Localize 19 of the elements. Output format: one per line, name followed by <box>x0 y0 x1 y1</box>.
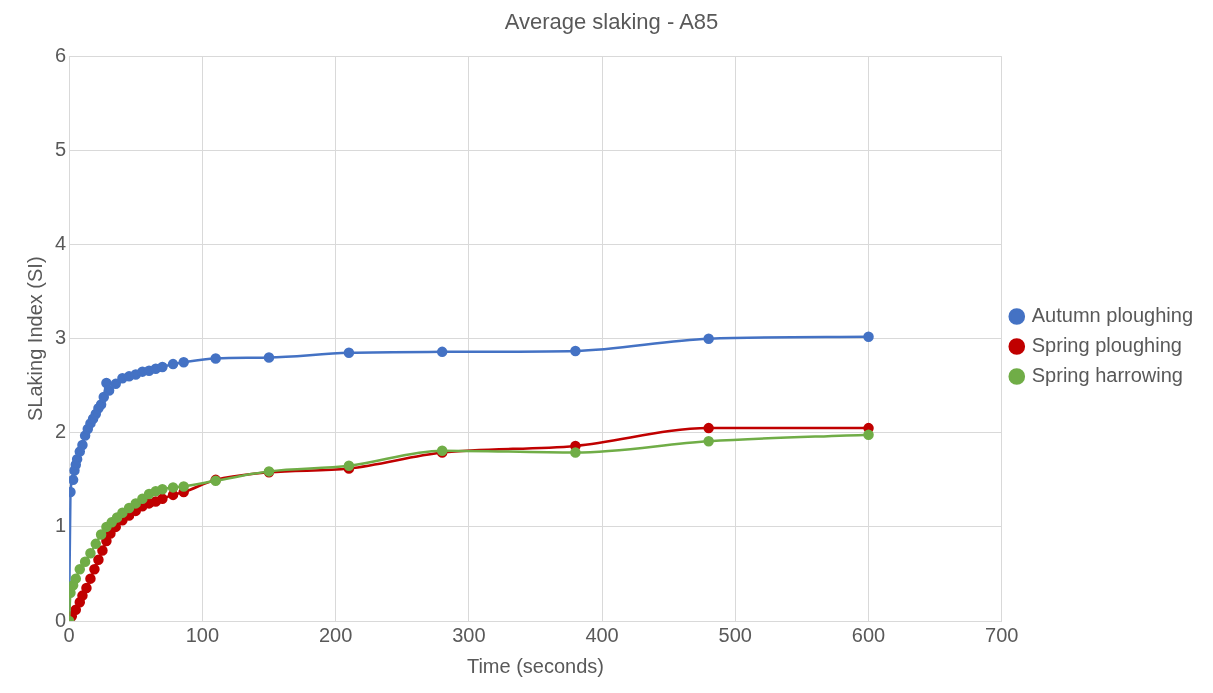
chart-title: Average slaking - A85 <box>504 9 719 35</box>
y-tick-label: 2 <box>55 420 67 443</box>
y-tick-label: 5 <box>55 138 67 161</box>
x-tick-label: 200 <box>318 623 353 646</box>
legend-label: Spring ploughing <box>1031 334 1182 357</box>
x-axis-title: Time (seconds) <box>466 654 604 677</box>
x-tick-label: 600 <box>851 623 886 646</box>
y-tick-label: 6 <box>55 43 67 66</box>
x-tick-label: 500 <box>718 623 752 646</box>
y-tick-label: 1 <box>55 514 67 537</box>
x-tick-label: 700 <box>985 623 1019 646</box>
x-tick-label: 400 <box>585 623 619 646</box>
y-tick-label: 4 <box>55 232 67 255</box>
legend-label: Autumn ploughing <box>1031 304 1193 327</box>
y-axis-title: SLaking Index (SI) <box>23 256 46 421</box>
y-tick-label: 3 <box>55 326 67 349</box>
x-tick-label: 100 <box>185 623 220 646</box>
x-tick-label: 300 <box>452 623 486 646</box>
legend-label: Spring harrowing <box>1031 364 1183 387</box>
